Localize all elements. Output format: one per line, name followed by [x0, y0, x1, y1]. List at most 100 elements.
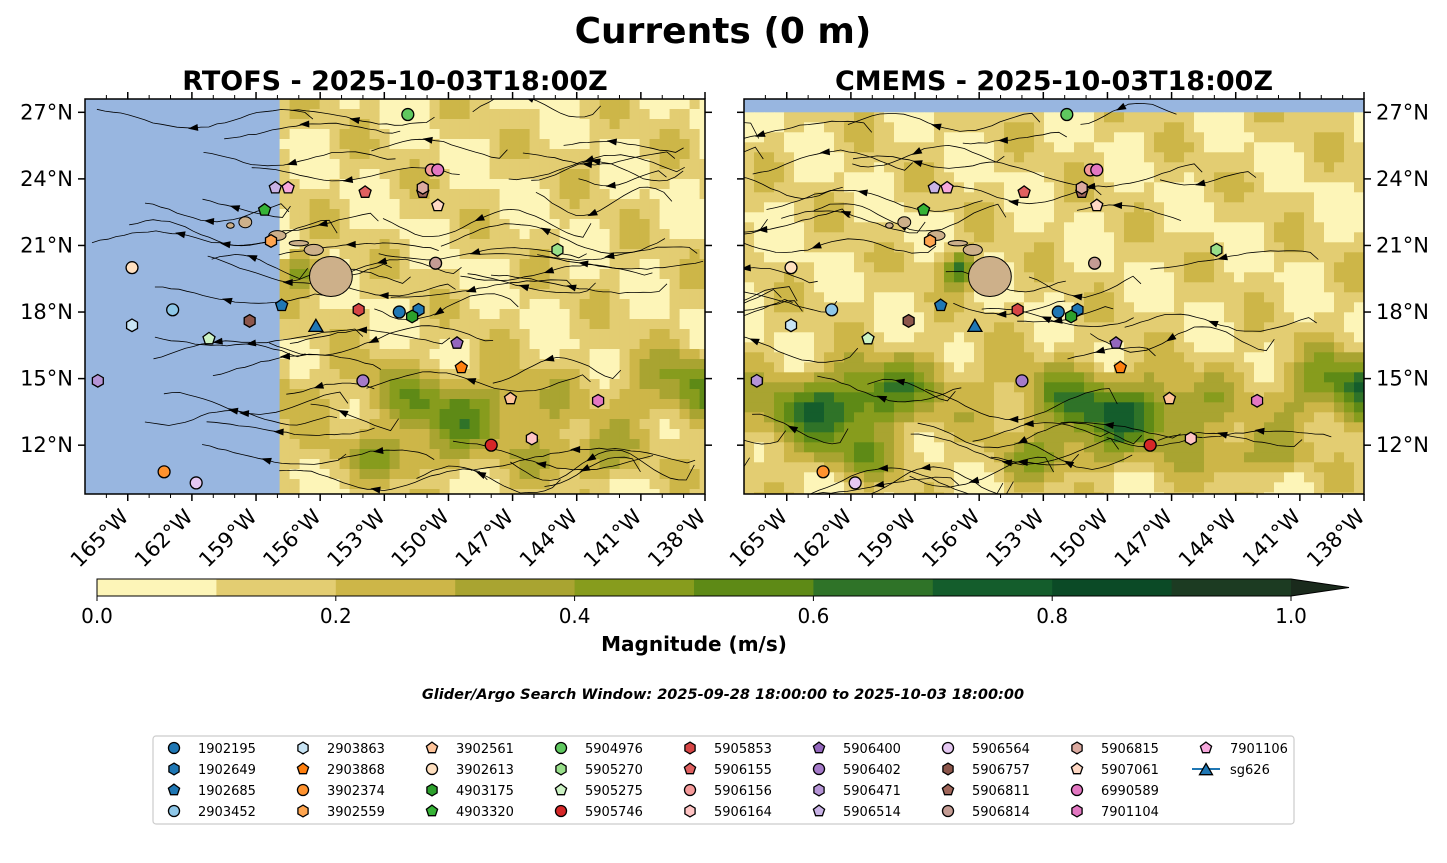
field-cell	[1174, 492, 1185, 494]
field-cell	[824, 182, 835, 193]
field-cell	[934, 192, 945, 203]
streamline-arrow	[749, 338, 760, 346]
field-cell	[1164, 422, 1175, 433]
field-cell	[934, 222, 945, 233]
field-cell	[599, 149, 611, 160]
field-cell	[1094, 392, 1105, 403]
field-cell	[944, 462, 955, 473]
field-cell	[814, 142, 825, 153]
field-cell	[659, 409, 671, 420]
field-cell	[509, 259, 521, 270]
field-cell	[589, 229, 601, 240]
streamline-arrow	[465, 378, 477, 385]
field-cell	[439, 329, 451, 340]
field-cell	[854, 242, 865, 253]
field-cell	[1154, 242, 1165, 253]
field-cell	[894, 162, 905, 173]
field-cell	[1244, 242, 1255, 253]
field-cell	[1324, 402, 1335, 413]
field-cell	[794, 312, 805, 323]
field-cell	[619, 329, 631, 340]
field-cell	[1064, 162, 1075, 173]
field-cell	[1034, 132, 1045, 143]
field-cell	[379, 419, 391, 430]
streamline	[744, 336, 859, 363]
field-cell	[499, 399, 511, 410]
field-cell	[1314, 222, 1325, 233]
field-cell	[884, 442, 895, 453]
field-cell	[1104, 262, 1115, 273]
field-cell	[549, 489, 561, 494]
field-cell	[814, 162, 825, 173]
field-cell	[569, 439, 581, 450]
field-cell	[419, 489, 431, 494]
field-cell	[699, 199, 705, 210]
field-cell	[994, 112, 1005, 123]
field-cell	[1284, 362, 1295, 373]
field-cell	[699, 409, 705, 420]
field-cell	[569, 259, 581, 270]
field-cell	[599, 389, 611, 400]
field-cell	[804, 232, 815, 243]
field-cell	[984, 472, 995, 483]
field-cell	[449, 449, 461, 460]
field-cell	[1224, 122, 1235, 133]
field-cell	[854, 362, 865, 373]
field-cell	[1234, 442, 1245, 453]
field-cell	[279, 399, 291, 410]
field-cell	[1144, 152, 1155, 163]
field-cell	[1284, 182, 1295, 193]
field-cell	[1024, 472, 1035, 483]
field-cell	[559, 299, 571, 310]
field-cell	[784, 152, 795, 163]
field-cell	[994, 292, 1005, 303]
field-cell	[1164, 382, 1175, 393]
field-cell	[994, 172, 1005, 183]
field-cell	[609, 429, 621, 440]
field-cell	[864, 362, 875, 373]
field-cell	[609, 449, 621, 460]
field-cell	[1084, 362, 1095, 373]
field-cell	[1354, 122, 1364, 133]
field-cell	[894, 272, 905, 283]
field-cell	[549, 109, 561, 120]
field-cell	[844, 342, 855, 353]
field-cell	[509, 269, 521, 280]
field-cell	[699, 399, 705, 410]
field-cell	[1214, 372, 1225, 383]
field-cell	[669, 489, 681, 494]
lat-tick-label: 27°N	[20, 100, 73, 124]
field-cell	[699, 179, 705, 190]
legend-marker-sg626	[1198, 762, 1214, 776]
field-cell	[599, 479, 611, 490]
field-cell	[784, 422, 795, 433]
field-cell	[529, 119, 541, 130]
field-cell	[519, 229, 531, 240]
field-cell	[1274, 462, 1285, 473]
field-cell	[1114, 282, 1125, 293]
field-cell	[309, 299, 321, 310]
field-cell	[569, 189, 581, 200]
field-cell	[389, 229, 401, 240]
colorbar-segment	[216, 579, 337, 596]
field-cell	[1024, 482, 1035, 493]
field-cell	[754, 362, 765, 373]
field-cell	[1204, 392, 1215, 403]
field-cell	[1234, 362, 1245, 373]
field-cell	[529, 419, 541, 430]
field-cell	[1334, 332, 1345, 343]
field-cell	[319, 159, 331, 170]
field-cell	[289, 179, 301, 190]
field-cell	[914, 492, 925, 494]
field-cell	[449, 159, 461, 170]
platform-marker-2903452	[166, 303, 180, 317]
field-cell	[479, 349, 491, 360]
field-cell	[489, 179, 501, 190]
field-cell	[629, 259, 641, 270]
field-cell	[804, 132, 815, 143]
field-cell	[1254, 432, 1265, 443]
field-cell	[954, 272, 965, 283]
field-cell	[834, 122, 845, 133]
field-cell	[309, 379, 321, 390]
field-cell	[329, 339, 341, 350]
